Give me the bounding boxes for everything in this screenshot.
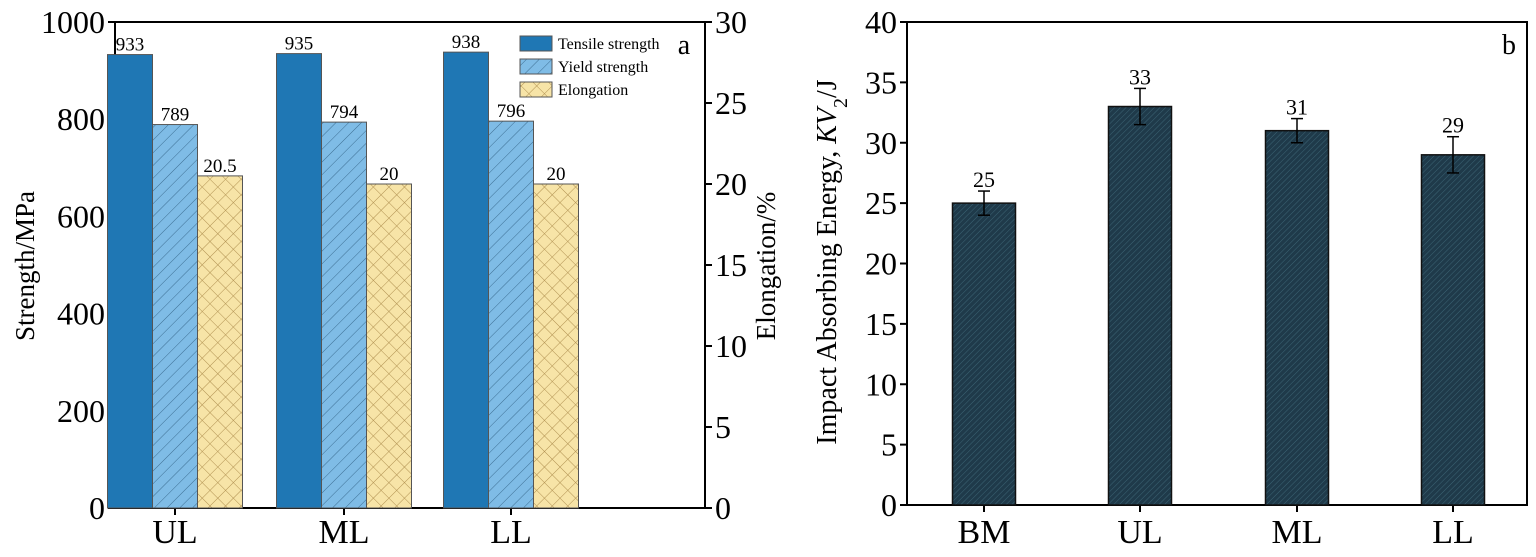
y-title-prefix: Impact Absorbing Energy, [812, 144, 843, 445]
panel-a-bar-elongation [533, 183, 579, 509]
panel-a-legend-swatch [519, 81, 553, 98]
y-title-italic: KV [812, 105, 843, 145]
panel-b-x-tick-label: LL [1432, 514, 1474, 551]
panel-b-y-tick-label: 5 [881, 427, 897, 463]
panel-b-label: b [1502, 30, 1516, 61]
panel-b-x-tick-label: UL [1117, 514, 1162, 551]
panel-b-bar-label: 33 [1129, 64, 1151, 89]
panel-a-y2-tick-label: 30 [715, 4, 747, 40]
panel-a-x-tick-label: ML [319, 514, 370, 551]
panel-b-bar [1420, 154, 1486, 506]
panel-a-y-tick-label: 600 [57, 198, 105, 234]
panel-b-bar [1264, 129, 1330, 506]
panel-a-chart: a Strength/MPa Elongation/% 020040060080… [10, 4, 781, 551]
panel-b-y-tick-label: 10 [865, 366, 897, 402]
panel-b-chart: b Impact Absorbing Energy, KV2/J 0 5 10 15 2… [812, 4, 1528, 551]
panel-a-legend-label: Elongation [558, 82, 628, 99]
panel-a-bar-yield-strength [321, 121, 367, 509]
panel-a-bar-label: 20 [547, 164, 566, 185]
y-title-suffix: /J [812, 79, 843, 98]
panel-a-y2-tick-label: 10 [715, 328, 747, 364]
panel-a-bar-tensile-strength [107, 54, 153, 509]
panel-b-y-tick-label: 40 [865, 4, 897, 40]
panel-a-x-tick-label: LL [490, 514, 532, 551]
panel-a-bar-label: 20 [380, 164, 399, 185]
panel-b-y-tick-label: 35 [865, 64, 897, 100]
panel-a-y2-tick-label: 15 [715, 247, 747, 283]
panel-a-y2-tick-label: 25 [715, 85, 747, 121]
panel-a-label: a [678, 30, 691, 61]
panel-b-x-tick-label: BM [958, 514, 1011, 551]
panel-a-bar-label: 933 [116, 35, 145, 56]
panel-b-bar-label: 25 [973, 167, 995, 192]
panel-a-y-tick-label: 800 [57, 101, 105, 137]
panel-a-y2-tick-label: 5 [715, 409, 731, 445]
panel-a-bar-label: 20.5 [203, 156, 236, 177]
panel-a-bar-label: 796 [497, 101, 526, 122]
panel-b-bar-label: 29 [1442, 113, 1464, 138]
panel-a-y-tick-label: 200 [57, 393, 105, 429]
panel-a-y-tick-label: 400 [57, 296, 105, 332]
panel-a-y2-axis-title: Elongation/% [751, 192, 781, 340]
panel-b-x-tick-label: ML [1272, 514, 1323, 551]
panel-a-x-tick-label: UL [152, 514, 197, 551]
panel-b-y-tick-label: 20 [865, 246, 897, 282]
panel-a-bar-label: 935 [285, 34, 314, 55]
panel-a-bar-label: 794 [330, 102, 359, 123]
panel-b-y-axis-title: Impact Absorbing Energy, KV2/J [812, 79, 852, 445]
panel-a-legend-swatch [519, 35, 553, 52]
panel-a-y-axis-title: Strength/MPa [10, 191, 40, 341]
panel-b-bar [951, 202, 1017, 506]
panel-a-bar-tensile-strength [276, 53, 322, 509]
panel-a-bar-elongation [366, 183, 412, 509]
panel-a-bar-yield-strength [488, 120, 534, 509]
panel-a-bar-yield-strength [152, 124, 198, 509]
panel-b-y-tick-label: 25 [865, 185, 897, 221]
panel-a-bar-label: 938 [452, 32, 481, 53]
panel-a-bar-label: 789 [161, 105, 190, 126]
panel-b-bar [1107, 105, 1173, 506]
y-title-subscript: 2 [830, 98, 852, 108]
panel-a-y-tick-label: 0 [89, 490, 105, 526]
panel-b-y-tick-label: 30 [865, 125, 897, 161]
panel-a-y2-tick-label: 20 [715, 166, 747, 202]
panel-a-bar-tensile-strength [443, 51, 489, 509]
panel-b-y-tick-label: 0 [881, 487, 897, 523]
panel-a-legend-label: Yield strength [558, 59, 648, 76]
panel-a-bar-elongation [197, 175, 243, 509]
panel-b-bar-label: 31 [1286, 95, 1308, 120]
panel-a-legend-swatch [519, 58, 553, 75]
panel-b-y-tick-label: 15 [865, 306, 897, 342]
panel-a-y-tick-label: 1000 [41, 4, 105, 40]
panel-a-y2-tick-label: 0 [715, 490, 731, 526]
panel-a-legend-label: Tensile strength [558, 36, 660, 53]
